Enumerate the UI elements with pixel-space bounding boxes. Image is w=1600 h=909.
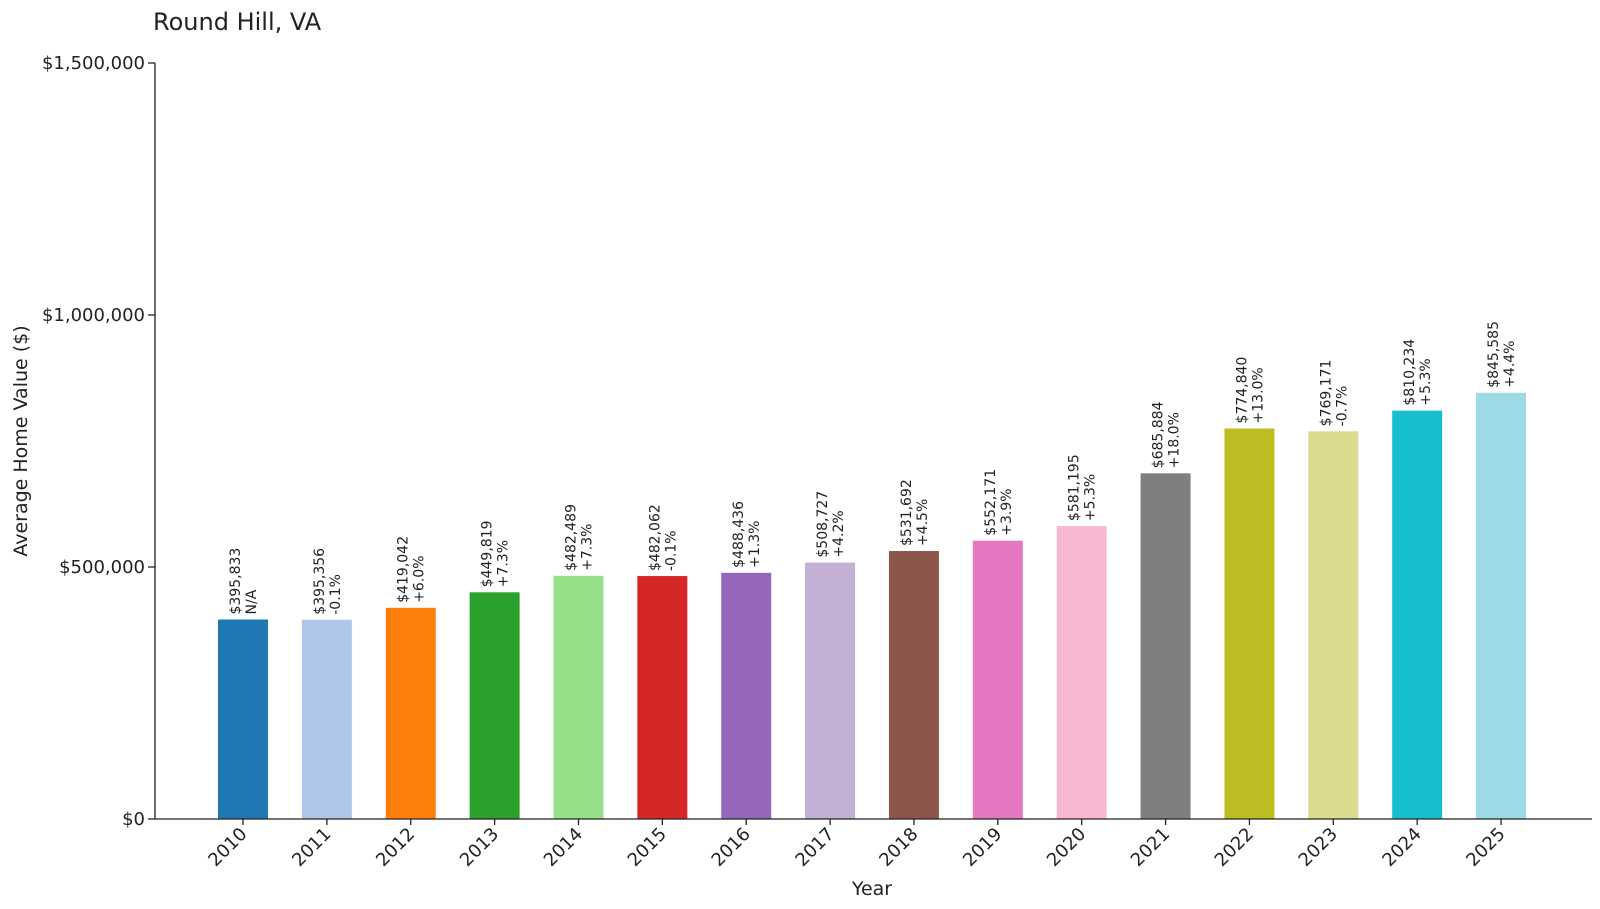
bar-value-label: $552,171	[983, 469, 999, 536]
bar-2025	[1476, 392, 1527, 819]
bar-change-label: -0.1%	[663, 530, 679, 571]
bar-change-label: N/A	[244, 589, 260, 614]
x-tick-label: 2022	[1211, 824, 1258, 871]
bar-2018	[888, 551, 939, 819]
bar-2010	[218, 619, 268, 819]
bar-value-label: $482,489	[563, 504, 579, 571]
bar-2020	[1056, 526, 1107, 819]
bar-2024	[1392, 410, 1443, 819]
x-tick-label: 2020	[1043, 824, 1090, 871]
bar-change-label: +3.9%	[999, 488, 1015, 535]
bar-2021	[1140, 473, 1191, 819]
x-tick-label: 2011	[288, 824, 335, 871]
bar-change-label: +18.0%	[1167, 412, 1183, 468]
x-tick-label: 2015	[624, 824, 671, 871]
y-tick-label: $500,000	[59, 557, 145, 578]
bar-value-label: $395,833	[228, 548, 244, 615]
x-tick-label: 2024	[1378, 824, 1425, 871]
bar-change-label: +4.2%	[831, 510, 847, 557]
x-tick-label: 2014	[540, 824, 587, 871]
bar-value-label: $508,727	[815, 491, 831, 558]
y-tick-label: $1,500,000	[42, 53, 145, 74]
bar-value-label: $482,062	[647, 504, 663, 571]
bar-change-label: -0.1%	[328, 574, 344, 615]
bar-value-label: $395,356	[312, 548, 328, 615]
bar-change-label: +5.3%	[1418, 358, 1434, 405]
x-tick-label: 2010	[204, 824, 251, 871]
x-tick-label: 2017	[791, 824, 838, 871]
bar-change-label: +4.4%	[1502, 341, 1518, 388]
bar-value-label: $769,171	[1318, 360, 1334, 427]
bar-value-label: $810,234	[1402, 339, 1418, 406]
bar-value-label: $581,195	[1067, 454, 1083, 521]
bar-change-label: +5.3%	[1083, 474, 1099, 521]
x-tick-label: 2018	[875, 824, 922, 871]
bar-value-label: $531,692	[899, 479, 915, 546]
bar-2019	[972, 540, 1023, 819]
bar-2014	[553, 575, 604, 819]
y-tick-label: $1,000,000	[42, 305, 145, 326]
axes-layer	[154, 63, 1592, 820]
bar-2022	[1224, 428, 1275, 819]
x-tick-label: 2012	[372, 824, 419, 871]
y-tick-label: $0	[122, 809, 145, 830]
x-tick-label: 2019	[959, 824, 1006, 871]
bar-change-label: +6.0%	[412, 555, 428, 602]
chart-title: Round Hill, VA	[153, 8, 322, 36]
x-tick-label: 2016	[708, 824, 755, 871]
bar-value-label: $685,884	[1151, 401, 1167, 468]
bars-layer	[218, 392, 1527, 819]
bar-change-label: +1.3%	[747, 521, 763, 568]
bar-2012	[385, 607, 436, 819]
bar-2013	[469, 592, 520, 819]
bar-2023	[1308, 431, 1359, 819]
bar-change-label: +7.3%	[579, 524, 595, 571]
bar-change-label: +4.5%	[915, 499, 931, 546]
bar-2016	[721, 572, 772, 819]
x-tick-label: 2023	[1295, 824, 1342, 871]
bar-2015	[637, 576, 688, 819]
x-axis-label: Year	[851, 878, 892, 900]
x-tick-label: 2013	[456, 824, 503, 871]
bar-2011	[301, 619, 352, 819]
y-ticks-layer: $0 $500,000 $1,000,000 $1,500,000	[42, 53, 155, 830]
bar-value-label: $449,819	[480, 520, 496, 587]
bar-value-label: $488,436	[731, 501, 747, 568]
x-ticks-layer: 2010 2011 2012 2013 2014 2015 2016 2017 2018 2019…	[204, 819, 1510, 871]
bar-labels-layer: $395,833 N/A $395,356 -0.1% $419,042 +6.0% $44…	[228, 321, 1518, 615]
bar-change-label: -0.7%	[1334, 386, 1350, 427]
bar-change-label: +7.3%	[496, 540, 512, 587]
x-tick-label: 2025	[1462, 824, 1509, 871]
bar-change-label: +13.0%	[1250, 367, 1266, 423]
bar-value-label: $419,042	[396, 536, 412, 603]
bar-2017	[805, 562, 856, 819]
x-tick-label: 2021	[1127, 824, 1174, 871]
bar-value-label: $774,840	[1234, 357, 1250, 424]
y-axis-label: Average Home Value ($)	[10, 325, 32, 556]
bar-value-label: $845,585	[1486, 321, 1502, 388]
